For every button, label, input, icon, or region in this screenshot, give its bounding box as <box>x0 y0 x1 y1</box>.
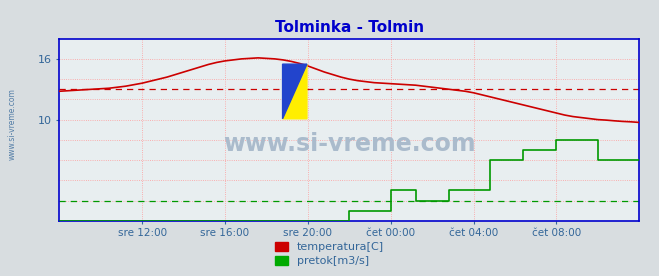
Title: Tolminka - Tolmin: Tolminka - Tolmin <box>275 20 424 35</box>
Polygon shape <box>283 64 307 119</box>
Legend: temperatura[C], pretok[m3/s]: temperatura[C], pretok[m3/s] <box>275 242 384 266</box>
Polygon shape <box>283 64 307 119</box>
Text: www.si-vreme.com: www.si-vreme.com <box>223 132 476 156</box>
Text: www.si-vreme.com: www.si-vreme.com <box>8 88 17 160</box>
